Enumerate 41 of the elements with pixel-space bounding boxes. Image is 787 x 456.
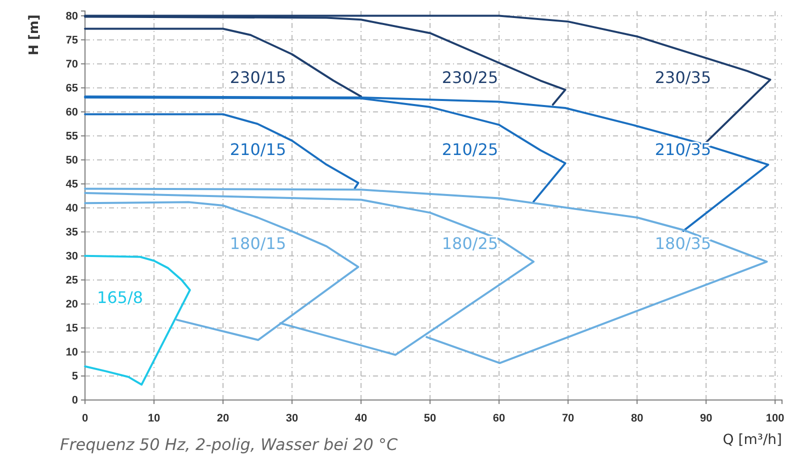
x-tick-label: 70	[562, 412, 574, 424]
x-tick-label: 0	[82, 412, 88, 424]
series-label: 210/25	[442, 140, 498, 159]
x-tick-label: 20	[216, 412, 230, 424]
x-tick-label: 60	[492, 412, 506, 424]
y-tick-label: 0	[72, 394, 78, 407]
series-label: 210/15	[230, 140, 286, 159]
y-tick-label: 65	[66, 82, 78, 94]
y-tick-label: 40	[66, 202, 78, 214]
y-tick-label: 45	[66, 178, 78, 190]
x-tick-label: 10	[148, 412, 160, 424]
series-label: 180/15	[230, 234, 286, 253]
series-label: 230/25	[442, 68, 498, 87]
series-label: 210/35	[654, 140, 712, 159]
series-label: 180/35	[654, 234, 712, 253]
y-tick-label: 15	[66, 322, 78, 334]
y-tick-label: 60	[66, 106, 78, 118]
x-tick-label: 40	[354, 412, 368, 424]
y-tick-label: 70	[66, 58, 78, 70]
series-label: 165/8	[96, 288, 144, 307]
y-tick-label: 5	[72, 370, 78, 383]
y-tick-label: 75	[66, 34, 78, 46]
x-tick-label: 90	[700, 412, 712, 424]
y-tick-label: 20	[66, 298, 78, 310]
series-label: 180/25	[442, 234, 498, 253]
series-label: 230/35	[654, 68, 712, 87]
y-tick-label: 35	[66, 226, 78, 238]
y-axis-title: H [m]	[27, 14, 42, 56]
y-tick-label: 25	[66, 274, 78, 286]
text: Frequenz 50 Hz, 2-polig, Wasser bei 20 °C	[60, 435, 398, 454]
x-tick-label: 80	[630, 412, 644, 424]
x-tick-label: 50	[424, 412, 436, 424]
y-tick-label: 30	[66, 250, 78, 262]
series-label: 230/15	[230, 68, 286, 87]
x-axis-title: Q [m³/h]	[722, 432, 782, 448]
x-tick-label: 100	[766, 412, 784, 424]
y-tick-label: 80	[66, 10, 78, 22]
x-tick-label: 30	[286, 412, 298, 424]
y-tick-label: 50	[66, 154, 78, 166]
y-tick-label: 55	[66, 130, 78, 142]
y-tick-label: 10	[66, 346, 78, 358]
